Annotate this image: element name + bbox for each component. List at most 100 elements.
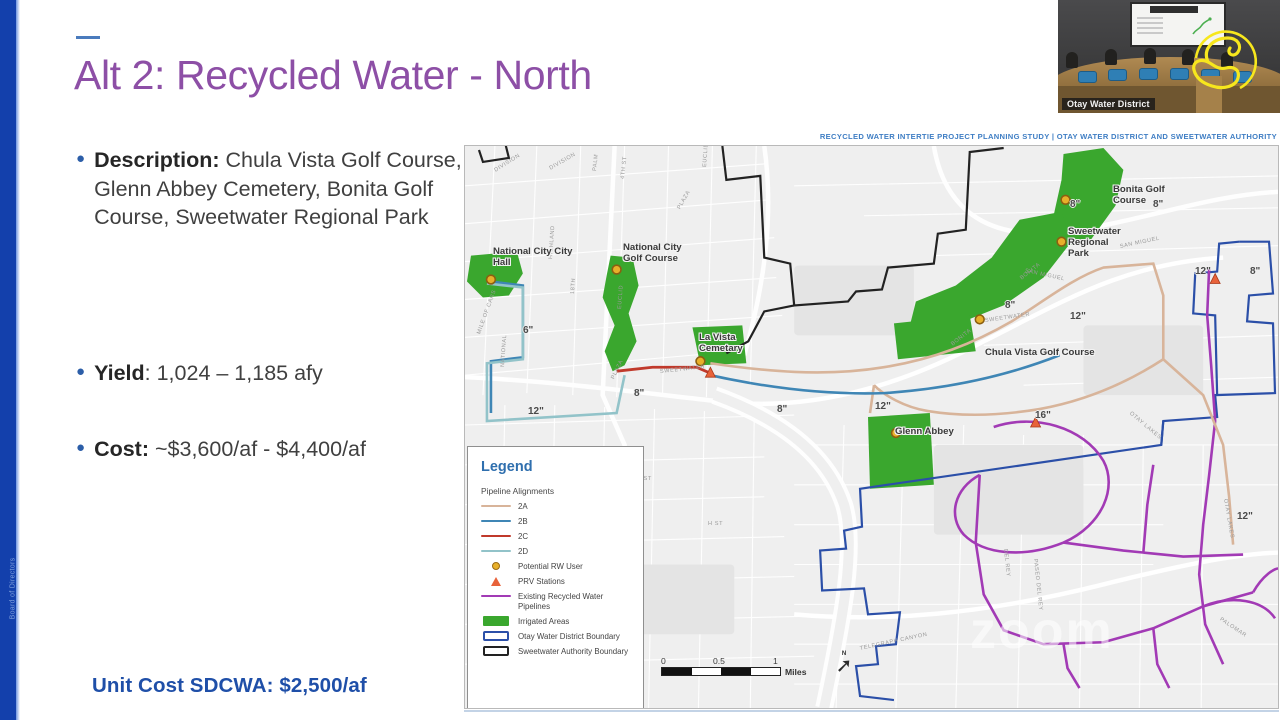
scale-tick-2: 1 (773, 656, 778, 666)
map-alignment-2c (616, 365, 711, 375)
legend-item: 2D (481, 546, 632, 557)
north-arrow-icon: N ➚ (835, 651, 853, 677)
desk-monitor (1108, 69, 1127, 81)
legend-fill-swatch (483, 615, 509, 626)
bullet-yield-value: : 1,024 – 1,185 afy (144, 361, 323, 385)
map-banner-text: RECYCLED WATER INTERTIE PROJECT PLANNING… (819, 132, 1277, 141)
map-pipe-size-label: 12" (528, 406, 544, 417)
bullet-dot-icon: ● (76, 439, 86, 456)
unit-cost-footer: Unit Cost SDCWA: $2,500/af (92, 674, 367, 697)
potential-rw-user-icon (492, 562, 500, 570)
bullet-description: ● Description: Chula Vista Golf Course, … (76, 146, 466, 232)
bullet-description-label: Description: (94, 148, 220, 172)
desk-monitor (1170, 68, 1189, 80)
legend-line-swatch (481, 550, 511, 553)
legend-item-label: Existing Recycled Water Pipelines (518, 592, 604, 611)
legend-item: 2B (481, 516, 632, 527)
bullet-dot-icon: ● (76, 363, 86, 380)
page-title: Alt 2: Recycled Water - North (74, 52, 592, 98)
bullet-yield: ● Yield: 1,024 – 1,185 afy (76, 359, 476, 388)
bullet-cost-value: ~$3,600/af - $4,400/af (154, 437, 366, 461)
map-alignment-2a (710, 262, 1235, 545)
attendee (1182, 49, 1194, 65)
desk-monitor (1139, 68, 1158, 80)
left-accent-glow (16, 0, 20, 720)
map-pipe-size-label: 12" (1237, 511, 1253, 522)
video-caption: Otay Water District (1062, 98, 1155, 110)
legend-item-label: 2D (518, 547, 529, 556)
map-pipe-size-label: 12" (1195, 266, 1211, 277)
legend-item: Potential RW User (481, 561, 632, 572)
map-point-markers (485, 194, 1221, 439)
legend-line-swatch (481, 505, 511, 508)
video-thumbnail[interactable]: Otay Water District (1058, 0, 1280, 113)
map-street-label: H ST (708, 521, 724, 527)
map-existing-rw-pipelines (953, 267, 1278, 689)
scale-bar-graphic (661, 667, 781, 676)
legend-item-label: Irrigated Areas (518, 616, 570, 626)
map-pipe-size-label: 8" (1005, 300, 1016, 311)
bullet-dot-icon: ● (76, 150, 86, 167)
prv-station-icon (491, 577, 501, 586)
potential-rw-user-icon (485, 194, 1071, 439)
legend-item: 2C (481, 531, 632, 542)
legend-item: Otay Water District Boundary (481, 630, 632, 642)
bullet-description-value: Chula Vista Golf Course, Glenn Abbey Cem… (94, 148, 462, 230)
legend-items: 2A 2B 2C 2D Potential RW User PRV Stations Exi… (481, 501, 632, 657)
map-canvas[interactable]: DIVISION DIVISION PALM 4TH ST EUCLID PLAZA HIG… (464, 145, 1279, 709)
legend-item: Sweetwater Authority Boundary (481, 645, 632, 657)
legend-item-label: 2B (518, 517, 528, 526)
scale-tick-0: 0 (661, 656, 666, 666)
desk-monitor (1078, 71, 1097, 83)
legend-title: Legend (481, 459, 533, 475)
left-accent-bar (0, 0, 16, 720)
bullet-cost-label: Cost: (94, 437, 149, 461)
legend-item-label: PRV Stations (518, 577, 565, 586)
attendee (1221, 52, 1233, 68)
legend-line-swatch (481, 595, 511, 598)
prv-station-icon (704, 272, 1221, 428)
legend-outline-swatch (483, 630, 509, 641)
presentation-screen (1130, 2, 1226, 47)
legend-item-label: 2A (518, 502, 528, 511)
map-pipe-size-label: 16" (1035, 410, 1051, 421)
legend-item: 2A (481, 501, 632, 512)
map-irrigated-areas (466, 147, 1124, 489)
screen-map-thumb (1192, 17, 1212, 35)
map-pipe-size-label: 8" (1070, 199, 1081, 210)
legend-outline-swatch (483, 645, 509, 656)
attendee (1144, 48, 1156, 64)
map-pipe-size-label: 8" (634, 388, 645, 399)
map-pipe-size-label: 8" (777, 404, 788, 415)
north-arrow-label: N (841, 651, 847, 657)
scale-tick-labels: 0 0.5 1 (661, 656, 796, 667)
legend-subtitle: Pipeline Alignments (481, 486, 555, 496)
title-dash (76, 36, 100, 39)
map-banner: RECYCLED WATER INTERTIE PROJECT PLANNING… (462, 126, 1280, 144)
map-street-label: E ST (637, 476, 652, 482)
yellow-annotation-icon (1192, 30, 1258, 90)
legend-line-swatch (481, 535, 511, 538)
map-alignment-2d (485, 282, 626, 423)
map-pipe-size-label: 8" (1250, 266, 1261, 277)
map-street-label: 18TH (570, 277, 578, 295)
legend-item-label: Potential RW User (518, 562, 583, 571)
map-pipe-size-label: 12" (875, 401, 891, 412)
legend-item: Irrigated Areas (481, 615, 632, 627)
map-pipe-size-label: 8" (1153, 199, 1164, 210)
legend-item-label: Otay Water District Boundary (518, 631, 620, 641)
attendee (1105, 49, 1117, 65)
map-legend: Legend Pipeline Alignments 2A 2B 2C 2D Poten… (467, 446, 644, 708)
map-pipe-size-label: 12" (1070, 311, 1086, 322)
rail-watermark: Board of Directors (9, 557, 17, 620)
legend-item-label: 2C (518, 532, 529, 541)
bullet-yield-label: Yield (94, 361, 145, 385)
attendee (1066, 52, 1078, 68)
map-bottom-rule (464, 710, 1279, 712)
map-pipe-size-label: 6" (523, 325, 534, 336)
scale-tick-1: 0.5 (713, 656, 725, 666)
map-panel: RECYCLED WATER INTERTIE PROJECT PLANNING… (462, 126, 1280, 715)
legend-item-label: Sweetwater Authority Boundary (518, 646, 629, 656)
legend-line-swatch (481, 520, 511, 523)
map-boundaries (477, 146, 1277, 702)
